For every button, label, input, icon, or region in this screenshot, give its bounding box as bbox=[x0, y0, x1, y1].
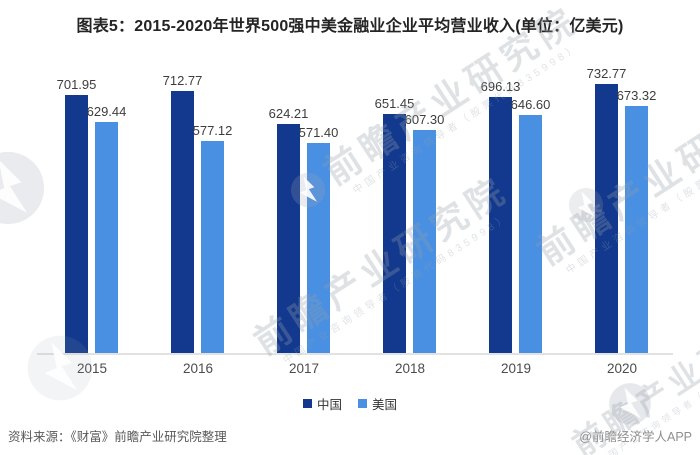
x-axis-label-2019: 2019 bbox=[500, 361, 532, 376]
bar-美国-2015 bbox=[95, 122, 118, 353]
bar-美国-2018 bbox=[413, 130, 436, 353]
value-label-中国-2019: 696.13 bbox=[480, 79, 521, 94]
bar-美国-2016 bbox=[201, 141, 224, 353]
chart-title: 图表5：2015-2020年世界500强中美金融业企业平均营业收入(单位：亿美元… bbox=[76, 18, 624, 35]
bar-中国-2019 bbox=[489, 97, 512, 353]
bar-中国-2015 bbox=[65, 95, 88, 353]
bar-美国-2020 bbox=[625, 106, 648, 353]
credit-note: @前瞻经济学人APP bbox=[579, 430, 692, 444]
value-label-美国-2017: 571.40 bbox=[298, 125, 339, 140]
value-label-中国-2016: 712.77 bbox=[162, 73, 203, 88]
value-label-中国-2020: 732.77 bbox=[586, 66, 627, 81]
value-label-中国-2017: 624.21 bbox=[268, 106, 309, 121]
value-label-美国-2018: 607.30 bbox=[404, 112, 445, 127]
bar-中国-2017 bbox=[277, 124, 300, 353]
legend-item-美国: 美国 bbox=[358, 394, 397, 413]
legend-label: 中国 bbox=[316, 398, 342, 412]
x-axis-label-2018: 2018 bbox=[394, 361, 426, 376]
value-label-美国-2020: 673.32 bbox=[616, 88, 657, 103]
value-label-中国-2015: 701.95 bbox=[56, 77, 97, 92]
footer: 资料来源：《财富》前瞻产业研究院整理 @前瞻经济学人APP bbox=[0, 426, 700, 445]
x-axis-label-2020: 2020 bbox=[606, 361, 638, 376]
value-label-美国-2016: 577.12 bbox=[192, 123, 233, 138]
value-label-美国-2015: 629.44 bbox=[86, 104, 127, 119]
legend-swatch-icon bbox=[358, 399, 367, 408]
value-label-美国-2019: 646.60 bbox=[510, 97, 551, 112]
x-axis-label-2016: 2016 bbox=[182, 361, 214, 376]
bar-中国-2020 bbox=[595, 84, 618, 353]
x-axis-label-2017: 2017 bbox=[288, 361, 320, 376]
legend-item-中国: 中国 bbox=[302, 394, 342, 413]
source-note: 资料来源：《财富》前瞻产业研究院整理 bbox=[8, 430, 227, 444]
bar-美国-2019 bbox=[519, 115, 542, 353]
legend: 中国 美国 bbox=[0, 394, 700, 413]
legend-label: 美国 bbox=[372, 398, 398, 412]
x-axis-label-2015: 2015 bbox=[76, 361, 108, 376]
bar-中国-2016 bbox=[171, 91, 194, 353]
value-label-中国-2018: 651.45 bbox=[374, 96, 415, 111]
x-axis-line bbox=[37, 353, 673, 355]
bar-美国-2017 bbox=[307, 143, 330, 353]
legend-swatch-icon bbox=[302, 399, 312, 408]
bar-中国-2018 bbox=[383, 114, 406, 353]
